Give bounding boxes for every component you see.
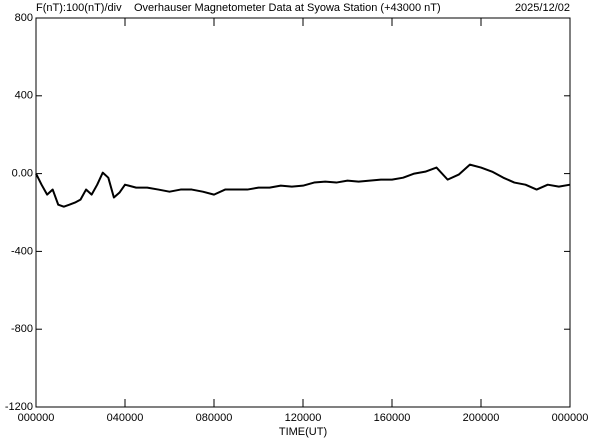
x-tick-label: 040000 (107, 412, 144, 424)
x-tick-label: 000000 (18, 412, 55, 424)
chart-date: 2025/12/02 (515, 2, 570, 14)
y-tick-label: 800 (15, 12, 33, 24)
y-tick-label: -800 (11, 323, 33, 335)
x-tick-label: 080000 (196, 412, 233, 424)
x-axis-label: TIME(UT) (279, 426, 327, 438)
chart-subtitle: F(nT):100(nT)/div (36, 2, 122, 14)
y-tick-label: -1200 (5, 401, 33, 413)
y-tick-label: 0.00 (12, 168, 33, 180)
y-tick-label: 400 (15, 90, 33, 102)
x-tick-label: 200000 (463, 412, 500, 424)
x-tick-label: 160000 (374, 412, 411, 424)
data-line (35, 163, 571, 208)
y-tick-label: -400 (11, 245, 33, 257)
x-tick-label: 120000 (285, 412, 322, 424)
chart-title: Overhauser Magnetometer Data at Syowa St… (134, 2, 441, 14)
x-tick-label: 000000 (552, 412, 589, 424)
plot-frame (35, 17, 571, 408)
